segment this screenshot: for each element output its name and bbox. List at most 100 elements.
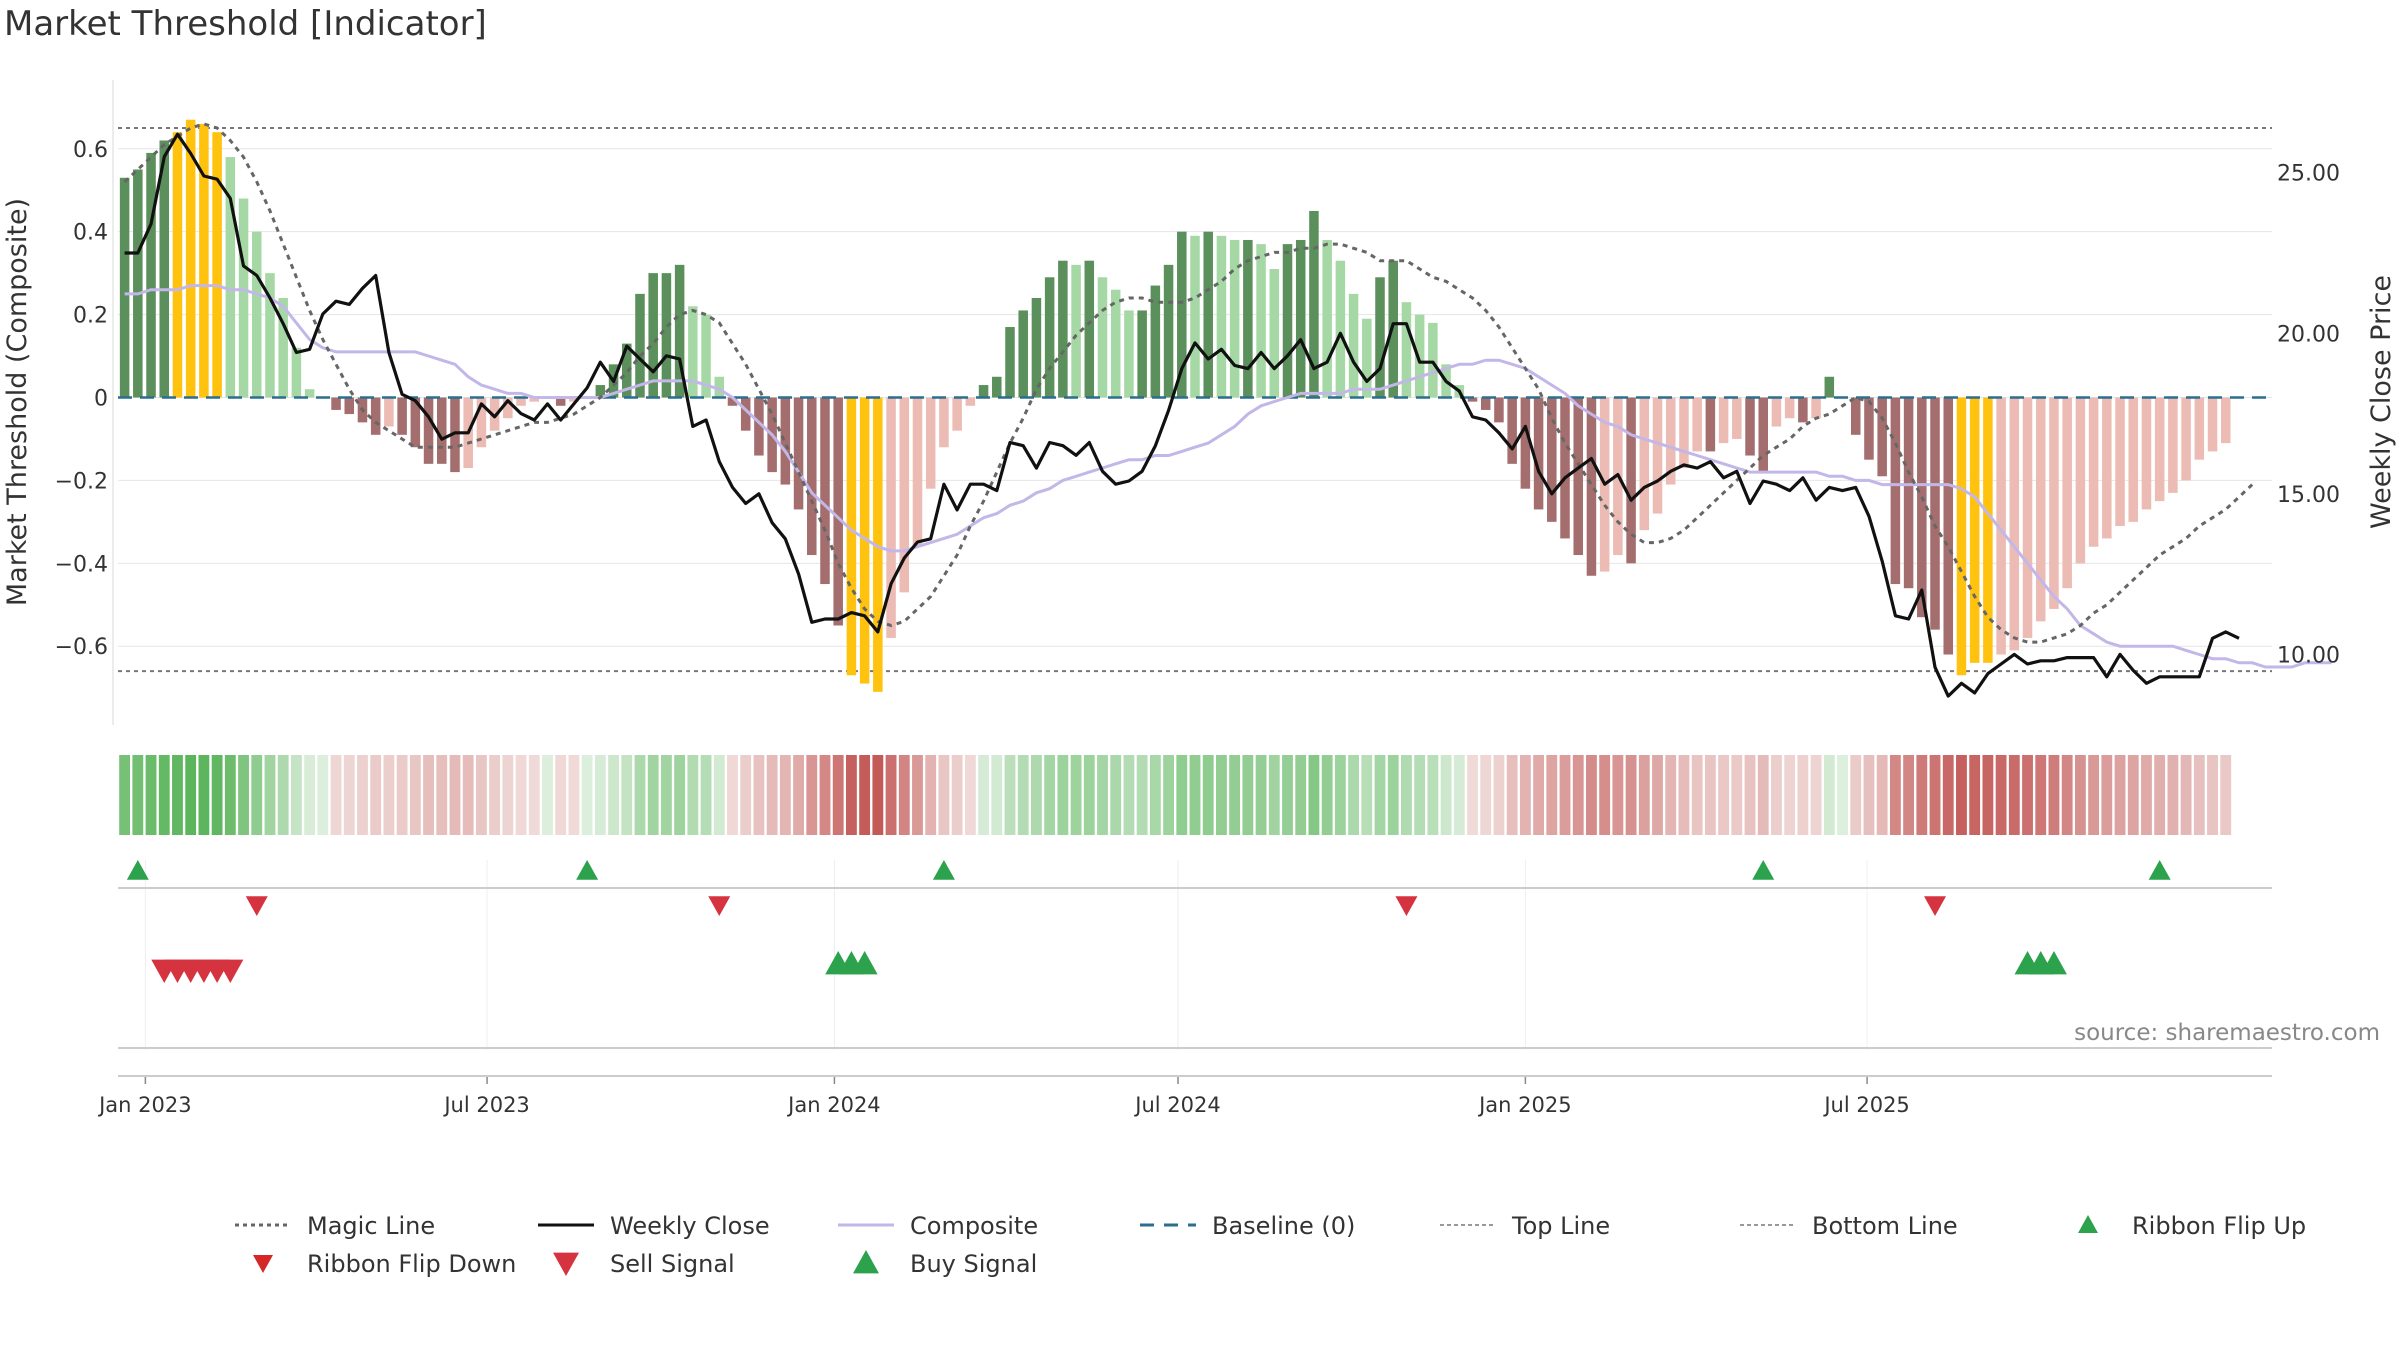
ribbon-cell — [2088, 755, 2100, 835]
threshold-bar — [2181, 397, 2191, 481]
threshold-bar — [1692, 397, 1702, 452]
x-tick-label: Jan 2023 — [97, 1093, 192, 1117]
legend-label: Weekly Close — [610, 1212, 770, 1240]
ribbon-cell — [489, 755, 501, 835]
ribbon-cell — [1850, 755, 1862, 835]
ribbon-cell — [1863, 755, 1875, 835]
threshold-bar — [807, 397, 817, 556]
threshold-bar — [1494, 397, 1504, 423]
ribbon-cell — [2114, 755, 2126, 835]
ribbon-cell — [1744, 755, 1756, 835]
ribbon-cell — [542, 755, 553, 835]
threshold-bar — [939, 397, 949, 448]
ribbon-cell — [1625, 755, 1637, 835]
ribbon-cell — [1097, 755, 1108, 835]
ribbon-cell — [2101, 755, 2113, 835]
threshold-bar — [873, 397, 883, 692]
threshold-bar — [1824, 376, 1835, 398]
threshold-bar — [1375, 277, 1385, 398]
ribbon-cell — [1559, 755, 1571, 835]
ribbon-cell — [2127, 755, 2139, 835]
ribbon-cell — [1493, 755, 1505, 835]
y-tick-right: 10.00 — [2277, 643, 2340, 668]
threshold-bar — [489, 397, 500, 431]
threshold-bar — [1917, 397, 1927, 618]
chart-title: Market Threshold [Indicator] — [4, 4, 487, 44]
legend-item: Ribbon Flip Down — [253, 1250, 516, 1278]
threshold-bar — [265, 273, 275, 398]
threshold-bar — [212, 132, 222, 398]
ribbon-cell — [1691, 755, 1703, 835]
ribbon-cell — [978, 755, 989, 835]
threshold-bar — [1110, 289, 1121, 398]
threshold-bar — [1177, 231, 1187, 398]
y-axis-label-right: Weekly Close Price — [2366, 275, 2397, 529]
ribbon-cell — [925, 755, 937, 835]
threshold-bar — [278, 298, 288, 398]
ribbon-cell — [1229, 755, 1241, 835]
ribbon-cell — [898, 755, 910, 835]
threshold-bar — [1679, 397, 1689, 468]
threshold-bar — [238, 198, 249, 398]
x-tick-label: Jul 2023 — [442, 1093, 529, 1117]
threshold-bar — [2128, 397, 2139, 522]
sell-signal-marker — [217, 959, 244, 983]
y-tick-right: 15.00 — [2277, 483, 2340, 508]
ribbon-cell — [779, 755, 791, 835]
threshold-bar — [992, 376, 1002, 398]
threshold-bar — [159, 140, 170, 398]
threshold-bar — [119, 177, 130, 398]
threshold-bar — [1124, 310, 1134, 398]
ribbon-cell — [1176, 755, 1188, 835]
threshold-bar — [899, 397, 910, 593]
ribbon-cell — [449, 755, 461, 835]
ribbon-cell — [793, 755, 804, 835]
ribbon-cell — [2061, 755, 2073, 835]
ribbon-cell — [277, 755, 289, 835]
legend-item: Magic Line — [235, 1212, 435, 1240]
threshold-bar — [1890, 397, 1901, 585]
source-label: source: sharemaestro.com — [2074, 1020, 2380, 1046]
ribbon-cell — [1348, 755, 1359, 835]
ribbon-cell — [1149, 755, 1161, 835]
threshold-bar — [1745, 397, 1755, 456]
threshold-bar — [978, 385, 989, 398]
ribbon-flip-up-marker — [2148, 860, 2171, 880]
ribbon-flip-down-marker — [245, 896, 268, 916]
threshold-bar — [740, 397, 751, 431]
ribbon-cell — [964, 755, 976, 835]
ribbon-cell — [1387, 755, 1399, 835]
ribbon-cell — [555, 755, 567, 835]
ribbon-cell — [1506, 755, 1518, 835]
threshold-bar — [2009, 397, 2020, 651]
threshold-bar — [397, 397, 407, 435]
ribbon-cell — [2141, 755, 2152, 835]
threshold-bar — [2220, 397, 2231, 444]
legend-item: Ribbon Flip Up — [2078, 1212, 2306, 1240]
threshold-bar — [529, 397, 540, 402]
ribbon-cell — [674, 755, 686, 835]
ribbon-cell — [1876, 755, 1888, 835]
ribbon-cell — [1480, 755, 1492, 835]
ribbon-cell — [1163, 755, 1174, 835]
ribbon-cell — [423, 755, 434, 835]
ribbon-cell — [991, 755, 1003, 835]
ribbon-cell — [1242, 755, 1254, 835]
ribbon-flip-up-marker — [932, 860, 955, 880]
ribbon-cell — [845, 755, 857, 835]
threshold-bar — [661, 273, 672, 398]
threshold-bar — [1031, 298, 1042, 398]
ribbon-flip-up-marker — [126, 860, 149, 880]
ribbon-cell — [885, 755, 897, 835]
ribbon-cell — [938, 755, 950, 835]
ribbon-cell — [1453, 755, 1465, 835]
ribbon-cell — [1784, 755, 1796, 835]
threshold-bar — [1071, 264, 1081, 398]
ribbon-cell — [2035, 755, 2047, 835]
threshold-bar — [1705, 397, 1716, 452]
threshold-bar — [648, 273, 658, 398]
ribbon-cell — [1070, 755, 1082, 835]
y-tick-left: −0.2 — [55, 469, 108, 494]
threshold-bar — [1269, 268, 1280, 398]
ribbon-cell — [409, 755, 421, 835]
